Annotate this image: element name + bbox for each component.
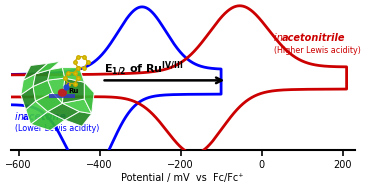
X-axis label: Potential / mV  vs  Fc/Fc⁺: Potential / mV vs Fc/Fc⁺ (121, 173, 244, 183)
Polygon shape (84, 82, 94, 114)
Text: $\mathbf{E_{1/2}}$ $\mathbf{of\ Ru^{IV/III}}$: $\mathbf{E_{1/2}}$ $\mathbf{of\ Ru^{IV/I… (104, 60, 183, 78)
Polygon shape (21, 74, 35, 95)
Polygon shape (48, 103, 80, 120)
Circle shape (58, 89, 66, 96)
Polygon shape (33, 70, 50, 86)
Text: (Lower Lewis acidity): (Lower Lewis acidity) (15, 124, 99, 133)
Text: Ru: Ru (69, 88, 79, 94)
Polygon shape (49, 94, 75, 98)
Text: in: in (15, 112, 27, 122)
Polygon shape (48, 68, 65, 80)
Text: (Higher Lewis acidity): (Higher Lewis acidity) (274, 46, 361, 55)
Polygon shape (23, 63, 48, 80)
Polygon shape (21, 86, 35, 110)
Polygon shape (35, 61, 60, 74)
Polygon shape (31, 112, 65, 131)
Polygon shape (35, 93, 62, 112)
Polygon shape (48, 78, 65, 103)
Polygon shape (62, 68, 84, 82)
Polygon shape (62, 99, 92, 114)
Polygon shape (65, 112, 92, 126)
Text: acetone: acetone (23, 112, 67, 122)
Polygon shape (62, 78, 84, 103)
Text: acetonitrile: acetonitrile (282, 33, 345, 43)
Polygon shape (26, 101, 48, 124)
Text: in: in (274, 33, 286, 43)
Polygon shape (33, 80, 53, 101)
